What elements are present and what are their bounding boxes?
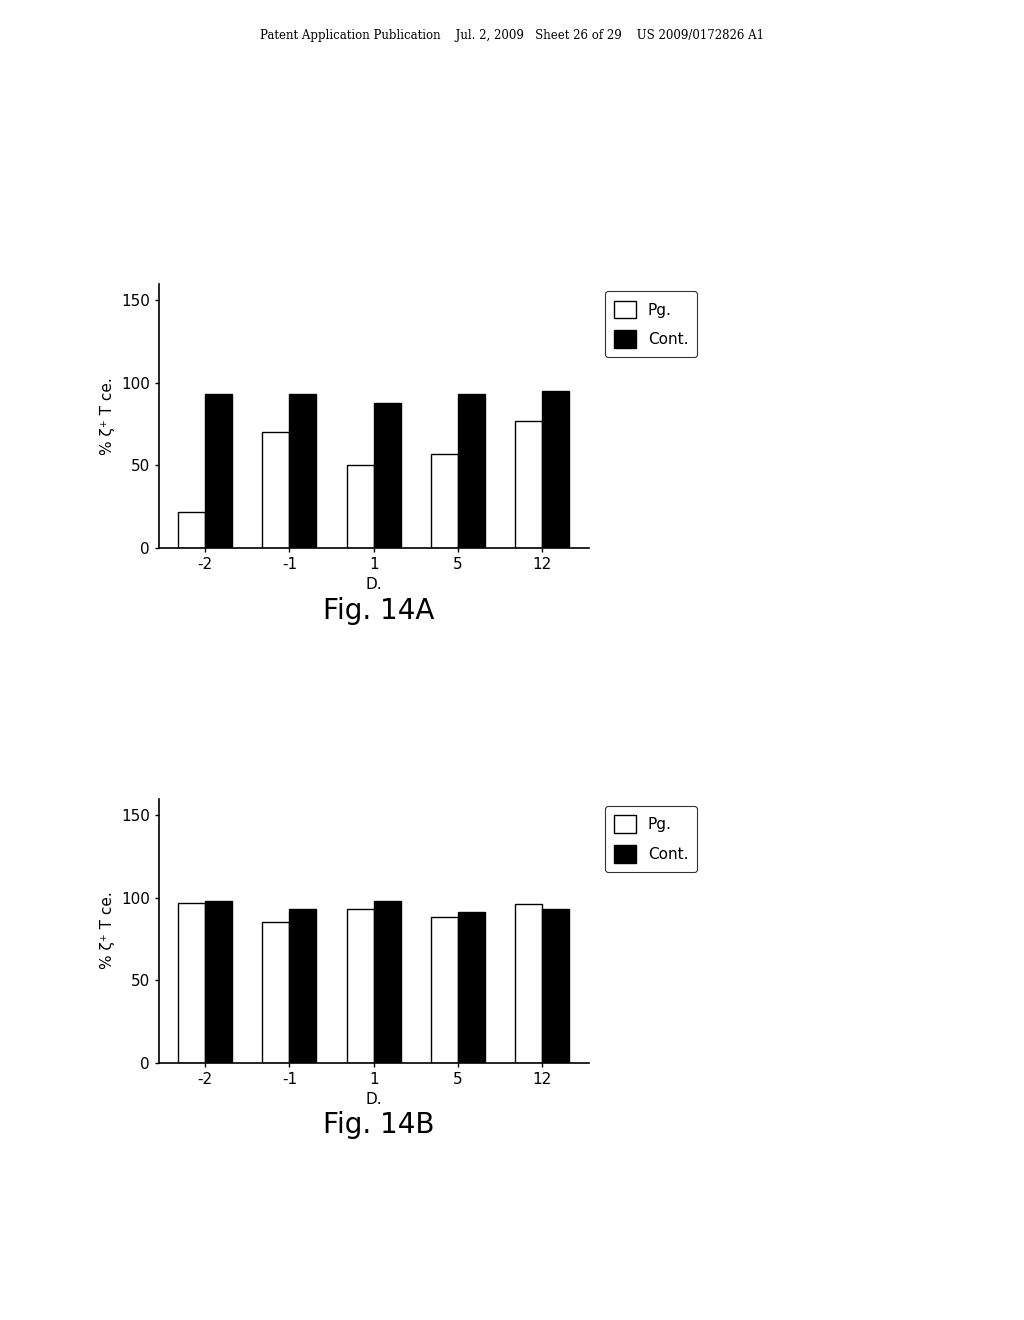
Text: Fig. 14A: Fig. 14A <box>324 597 434 624</box>
Y-axis label: % ζ⁺ T ce.: % ζ⁺ T ce. <box>100 892 116 969</box>
X-axis label: D.: D. <box>366 577 382 593</box>
Bar <box>290 909 316 1063</box>
Bar <box>290 395 316 548</box>
Bar <box>347 909 374 1063</box>
Bar <box>515 421 543 548</box>
Bar <box>178 512 205 548</box>
Bar <box>458 395 485 548</box>
Legend: Pg., Cont.: Pg., Cont. <box>605 292 697 358</box>
Bar <box>543 391 569 548</box>
Y-axis label: % ζ⁺ T ce.: % ζ⁺ T ce. <box>100 378 116 454</box>
Legend: Pg., Cont.: Pg., Cont. <box>605 807 697 873</box>
Bar <box>347 466 374 548</box>
Bar <box>374 900 400 1063</box>
Bar <box>205 900 232 1063</box>
Bar <box>431 917 458 1063</box>
Bar <box>205 395 232 548</box>
Bar <box>262 923 290 1063</box>
Bar <box>262 433 290 548</box>
Bar <box>515 904 543 1063</box>
Bar <box>431 454 458 548</box>
Text: Patent Application Publication    Jul. 2, 2009   Sheet 26 of 29    US 2009/01728: Patent Application Publication Jul. 2, 2… <box>260 29 764 42</box>
Bar <box>374 403 400 548</box>
X-axis label: D.: D. <box>366 1092 382 1107</box>
Bar <box>178 903 205 1063</box>
Bar <box>543 909 569 1063</box>
Text: Fig. 14B: Fig. 14B <box>324 1111 434 1139</box>
Bar <box>458 912 485 1063</box>
